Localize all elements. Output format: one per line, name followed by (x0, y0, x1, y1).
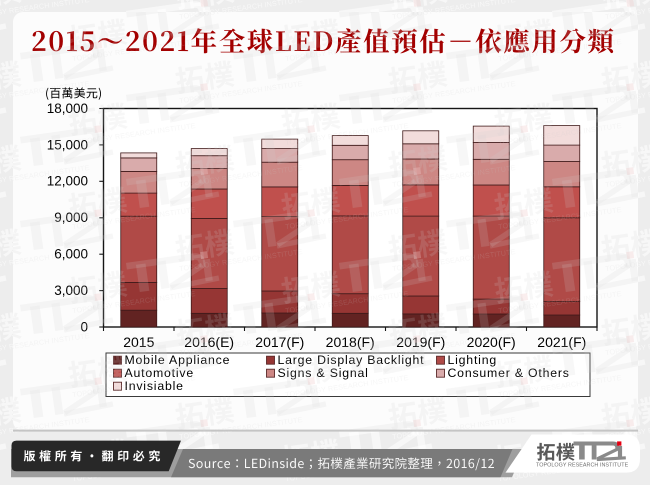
svg-text:Signs & Signal: Signs & Signal (278, 366, 369, 380)
svg-text:18,000: 18,000 (47, 101, 88, 116)
svg-text:Lighting: Lighting (448, 353, 497, 367)
svg-text:12,000: 12,000 (47, 174, 88, 189)
svg-text:TOPOLOGY RESEARCH INSTITUTE: TOPOLOGY RESEARCH INSTITUTE (536, 463, 629, 469)
